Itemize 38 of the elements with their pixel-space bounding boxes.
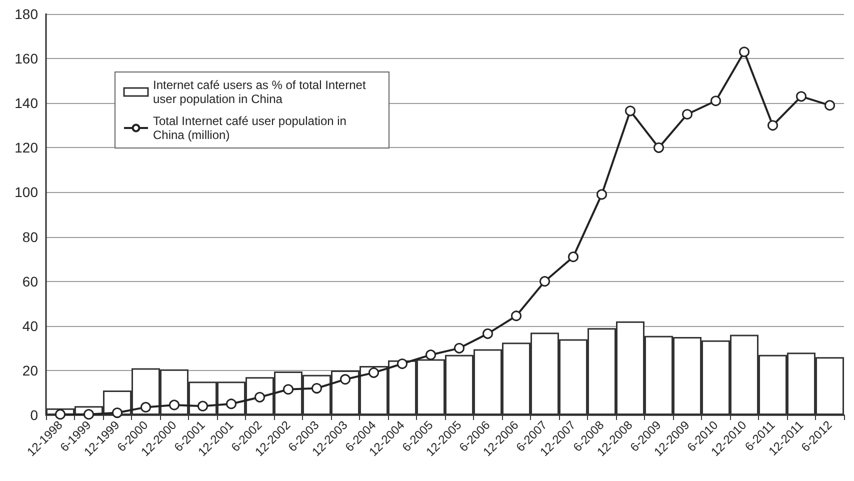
point [226,398,236,410]
point [454,342,464,354]
y-tick-label: 180 [14,6,38,22]
y-tick-label: 20 [22,362,38,378]
point [682,109,692,120]
point [140,402,151,412]
point [368,367,379,378]
legend-label: Internet café users as % of total Internet user population in China [153,78,370,106]
y-tick-label: 0 [30,407,38,423]
point [198,400,208,412]
point [84,409,94,420]
point [739,46,750,58]
y-tick-label: 100 [14,184,38,200]
y-tick-label: 140 [14,95,38,112]
y-tick-label: 120 [14,140,38,156]
point [55,409,66,420]
point [340,374,350,385]
point [824,100,835,111]
point [768,120,778,131]
point [312,383,322,394]
point [710,96,721,106]
y-tick-label: 40 [22,318,38,334]
y-tick-label: 60 [22,273,38,290]
point [796,91,806,102]
y-tick-label: 80 [22,228,38,245]
point [654,142,664,153]
point [482,328,493,339]
y-tick-label: 160 [14,50,38,67]
point [568,252,578,262]
point [596,189,607,200]
point [169,400,180,410]
legend-label: Total Internet café user population in China (million) [153,114,350,142]
point [397,358,408,370]
point [112,408,122,418]
point [426,350,436,360]
point [540,276,550,287]
point [625,106,636,116]
point [511,310,522,322]
